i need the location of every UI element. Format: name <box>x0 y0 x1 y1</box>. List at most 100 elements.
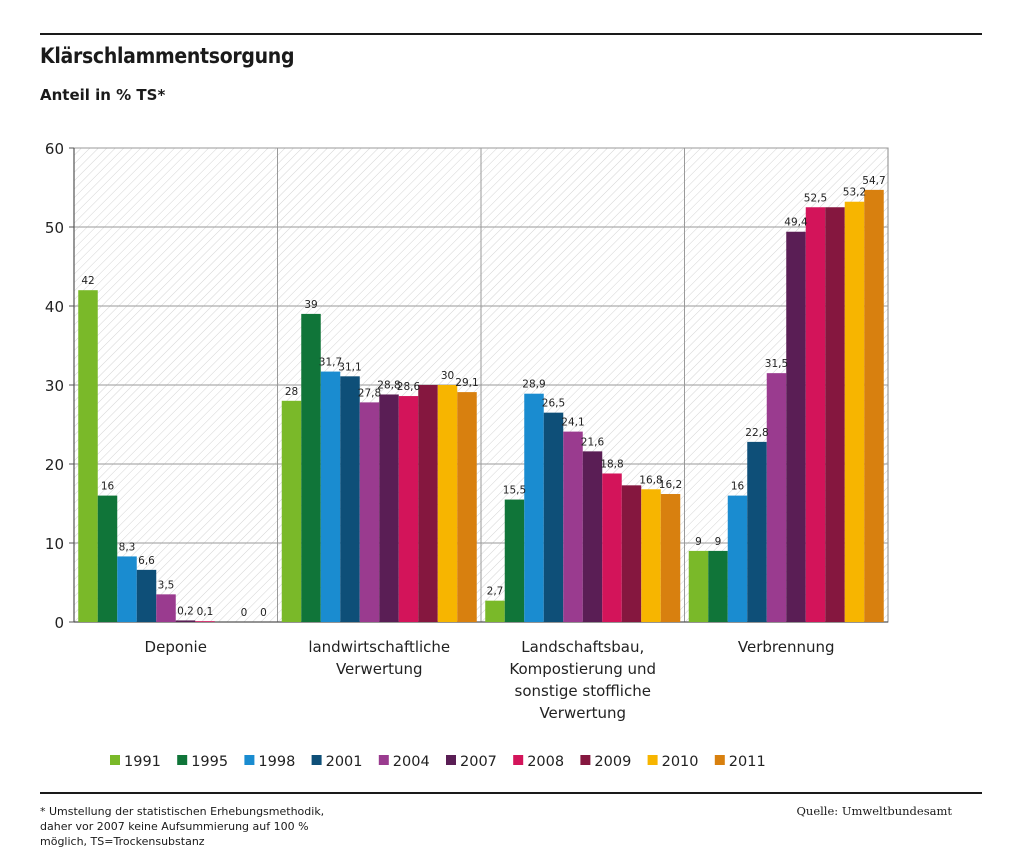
bar-2011 <box>864 189 884 622</box>
legend-label-1998: 1998 <box>258 754 295 770</box>
data-label: 28,9 <box>522 379 545 391</box>
bar-2011 <box>457 392 477 622</box>
bar-2007 <box>175 620 196 622</box>
data-label: 3,5 <box>158 579 175 591</box>
footnote-line-1: * Umstellung der statistischen Erhebungs… <box>40 805 325 818</box>
bar-2008 <box>195 621 215 622</box>
data-label: 27,8 <box>358 387 381 399</box>
data-label: 28,6 <box>397 381 421 393</box>
data-label: 16,2 <box>659 479 682 491</box>
bar-1995 <box>504 499 525 622</box>
bar-2004 <box>359 402 380 622</box>
legend-swatch-2008 <box>513 755 524 765</box>
bar-2001 <box>747 441 767 622</box>
bar-1991 <box>281 400 302 622</box>
x-category-label: landwirtschaftliche <box>308 638 450 656</box>
data-label: 24,1 <box>561 417 584 429</box>
legend-label-2011: 2011 <box>729 754 766 770</box>
x-category-label: Kompostierung und <box>509 660 656 678</box>
y-tick-label: 30 <box>45 377 64 395</box>
bar-1991 <box>78 290 98 622</box>
data-label: 31,7 <box>319 357 342 369</box>
x-category-label: sonstige stoffliche <box>515 682 651 700</box>
data-label: 21,6 <box>581 436 605 448</box>
bar-1998 <box>320 371 341 622</box>
data-label: 52,5 <box>804 192 827 204</box>
chart-subtitle: Anteil in % TS* <box>40 86 166 104</box>
x-category-label: Verwertung <box>336 660 423 678</box>
data-label: 26,5 <box>542 398 565 410</box>
bar-2009 <box>621 485 642 622</box>
y-tick-label: 10 <box>45 535 64 553</box>
data-label: 0,1 <box>197 606 214 618</box>
data-label: 42 <box>81 275 94 287</box>
bar-2004 <box>766 373 787 622</box>
bottom-rule <box>40 792 982 794</box>
bar-2001 <box>340 376 360 622</box>
data-label: 0,2 <box>177 605 194 617</box>
bar-2010 <box>641 489 661 622</box>
legend-label-2010: 2010 <box>662 754 699 770</box>
data-label: 28 <box>285 386 298 398</box>
footnote-line-2: daher vor 2007 keine Aufsummierung auf 1… <box>40 820 309 833</box>
legend-swatch-2009 <box>580 755 591 765</box>
y-tick-label: 40 <box>45 298 64 316</box>
bar-1998 <box>117 556 137 622</box>
data-label: 15,5 <box>503 485 526 497</box>
data-label: 29,1 <box>455 377 478 389</box>
data-label: 28,8 <box>377 379 400 391</box>
bar-1995 <box>301 313 321 622</box>
legend-label-2004: 2004 <box>393 754 430 770</box>
bar-2004 <box>156 594 176 622</box>
legend-label-1991: 1991 <box>124 754 161 770</box>
x-category-label: Verbrennung <box>738 638 835 656</box>
data-label: 18,8 <box>600 458 623 470</box>
chart-title: Klärschlammentsorgung <box>40 44 295 68</box>
data-label: 53,2 <box>843 187 866 199</box>
legend-swatch-1995 <box>177 755 188 765</box>
bar-1995 <box>708 550 728 622</box>
data-label: 22,8 <box>745 427 768 439</box>
legend-swatch-2010 <box>647 755 658 765</box>
data-label: 39 <box>304 299 317 311</box>
bar-2009 <box>825 207 845 622</box>
footnote-line-3: möglich, TS=Trockensubstanz <box>40 835 205 848</box>
bar-1998 <box>727 495 748 622</box>
y-tick-label: 0 <box>54 614 64 632</box>
legend-swatch-1998 <box>244 755 255 765</box>
legend-label-2009: 2009 <box>594 754 631 770</box>
legend-label-1995: 1995 <box>191 754 228 770</box>
data-label: 16,8 <box>639 474 662 486</box>
x-category-label: Deponie <box>145 638 207 656</box>
bar-2007 <box>786 231 806 623</box>
bar-1995 <box>97 495 118 622</box>
data-label: 31,5 <box>765 358 788 370</box>
top-rule <box>40 33 982 35</box>
bar-2010 <box>437 385 458 622</box>
data-label: 6,6 <box>138 555 155 567</box>
x-category-label: Verwertung <box>539 704 626 722</box>
y-tick-label: 20 <box>45 456 64 474</box>
bar-2009 <box>418 385 438 622</box>
y-tick-label: 60 <box>45 140 64 158</box>
bar-2010 <box>844 201 865 622</box>
data-label: 16 <box>101 481 115 493</box>
bar-2011 <box>660 494 681 622</box>
bar-2001 <box>543 412 564 622</box>
data-label: 2,7 <box>487 586 504 598</box>
data-label: 9 <box>715 536 722 548</box>
bar-2008 <box>398 396 419 622</box>
bar-1991 <box>688 550 709 622</box>
bar-2008 <box>602 473 622 622</box>
bar-1991 <box>485 600 505 622</box>
footnote: * Umstellung der statistischen Erhebungs… <box>40 804 370 849</box>
legend-swatch-2001 <box>311 755 322 765</box>
data-label: 30 <box>441 370 454 382</box>
bar-2004 <box>563 431 583 622</box>
data-label: 54,7 <box>862 175 885 187</box>
bar-1998 <box>524 393 544 622</box>
legend-swatch-2004 <box>378 755 389 765</box>
bar-2007 <box>379 394 399 622</box>
data-label: 31,1 <box>338 361 361 373</box>
